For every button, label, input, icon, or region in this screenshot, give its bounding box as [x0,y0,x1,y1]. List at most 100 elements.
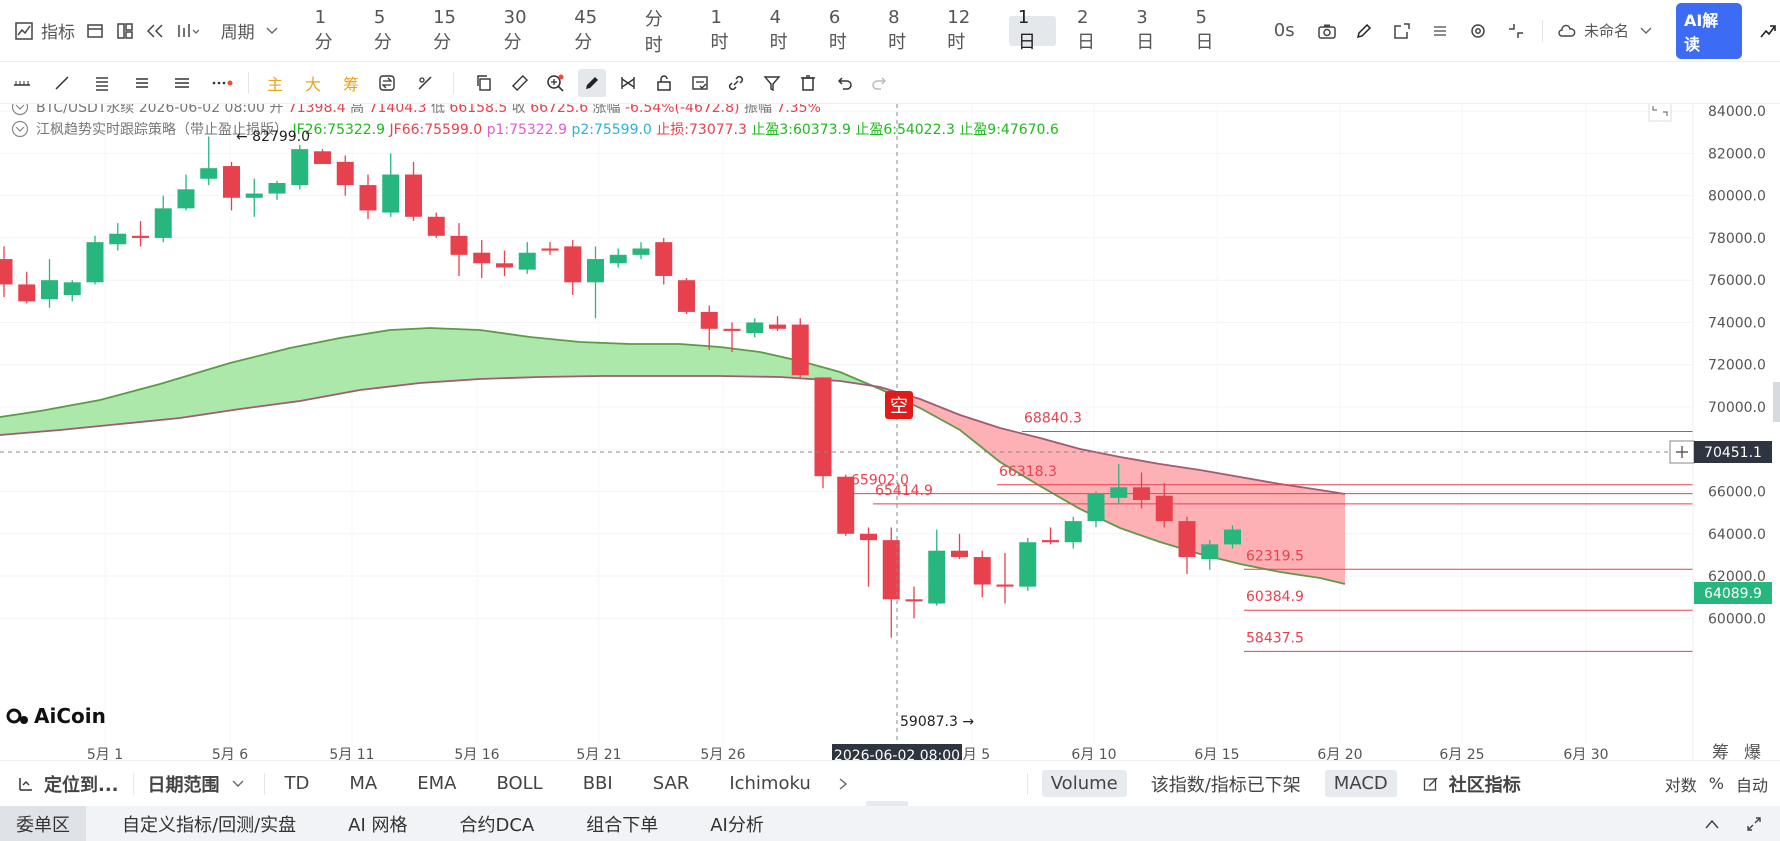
period-option[interactable]: 45分 [574,7,598,53]
chevron-up-icon[interactable] [1700,812,1724,836]
price-axis[interactable]: 84000.0 82000.0 80000.0 78000.0 76000.0 74000… [1708,104,1766,627]
fib-icon[interactable] [90,71,114,95]
measure-icon[interactable] [508,71,532,95]
percent-scale-toggle[interactable]: % [1708,774,1724,793]
price-tick: 80000.0 [1708,189,1766,205]
period-option[interactable]: 6时 [828,7,847,53]
camera-icon[interactable] [1315,19,1339,43]
locate-button[interactable]: 定位到... [0,771,133,797]
zoom-in-icon[interactable] [544,71,568,95]
bottom-tab[interactable]: 组合下单 [586,814,659,836]
candle [518,242,536,274]
period-option[interactable]: 5日 [1195,7,1214,53]
layout-name-dropdown[interactable]: 未命名 [1555,19,1658,43]
indicator-shortcut[interactable]: EMA [417,773,457,794]
hide-drawings-icon[interactable] [688,71,712,95]
share-icon[interactable] [1390,19,1414,43]
auto-scale-toggle[interactable]: 自动 [1735,775,1768,795]
expand-icon[interactable] [1742,812,1766,836]
filter-icon[interactable] [760,71,784,95]
period-option[interactable]: 15分 [433,7,456,53]
bottom-tab[interactable]: AI 网格 [348,814,408,836]
indicator-shortcut[interactable]: TD [284,773,310,794]
more-tools-icon[interactable] [210,71,234,95]
big-order-toggle[interactable]: 大 [305,74,322,94]
signal-icon[interactable] [413,71,437,95]
legend-item: 66725.6 [530,104,592,116]
period-option[interactable]: 4时 [769,7,788,53]
layout-icon[interactable] [113,19,137,43]
pen-icon[interactable] [1352,19,1376,43]
bottom-tab[interactable]: 委单区 [0,806,86,841]
swap-icon[interactable] [375,71,399,95]
magnet-icon[interactable] [616,71,640,95]
legend-item: 收 [512,104,530,116]
chevron-right-icon[interactable] [831,772,855,796]
indicator-shortcut[interactable]: Ichimoku [729,773,811,794]
link-icon[interactable] [724,71,748,95]
draw-mode-icon[interactable] [578,68,607,97]
chip-distribution-toggle[interactable]: 筹 [1712,743,1729,760]
time-axis[interactable]: 5月 1 5月 6 5月 11 5月 16 5月 21 5月 26 6月 5 6月 10 6月 … [87,747,1609,760]
period-dropdown[interactable]: 周期 [221,18,284,43]
collapse-strategy-icon[interactable] [11,120,29,138]
indicator-shortcut[interactable]: SAR [652,773,690,794]
trend-icon[interactable] [1756,19,1780,43]
side-panel-handle[interactable] [1773,382,1780,422]
period-option[interactable]: 8时 [888,7,907,53]
indicator-button[interactable]: 指标 [12,18,75,43]
indicator-shortcut[interactable]: BOLL [496,773,543,794]
liquidation-toggle[interactable]: 爆 [1744,743,1761,760]
community-indicators-button[interactable]: 社区指标 [1405,771,1535,797]
parallel-lines-icon[interactable] [130,71,154,95]
period-option[interactable]: 1分 [314,7,333,53]
legend-item: 开 [269,104,287,116]
candle [405,161,422,222]
date-range-dropdown[interactable]: 日期范围 [134,771,264,797]
macd-tab[interactable]: MACD [1324,770,1397,797]
period-option[interactable]: 1日 [1008,7,1057,53]
undo-icon[interactable] [832,71,856,95]
bottom-tab[interactable]: AI分析 [710,814,764,836]
list-settings-icon[interactable] [1428,19,1452,43]
period-option[interactable]: 30分 [503,7,527,53]
bottom-tab[interactable]: 合约DCA [459,814,535,836]
chip-toggle[interactable]: 筹 [343,74,360,94]
collapse-icon[interactable] [1504,19,1528,43]
ruler-icon[interactable] [10,71,34,95]
template-icon[interactable] [83,19,107,43]
main-chart-toggle[interactable]: 主 [267,74,284,94]
legend-item: 71404.3 [369,104,431,116]
bottom-tab[interactable]: 自定义指标/回测/实盘 [122,814,297,836]
volume-tab[interactable]: Volume [1041,770,1127,797]
lock-icon[interactable] [652,71,676,95]
trash-icon[interactable] [796,71,820,95]
legend-item: JF66:75599.0 [389,122,487,138]
fullscreen-icon[interactable] [1648,104,1672,122]
indicator-shortcut[interactable]: MA [349,773,378,794]
ai-interpret-button[interactable]: AI解读 [1675,2,1743,59]
candle [0,246,13,298]
trendline-icon[interactable] [50,71,74,95]
gear-icon[interactable] [1466,19,1490,43]
period-option[interactable]: 12时 [947,7,971,53]
period-option[interactable]: 分时 [644,8,663,56]
copy-icon[interactable] [472,71,496,95]
chart-type-icon[interactable] [175,19,199,43]
log-scale-toggle[interactable]: 对数 [1664,775,1697,795]
redo-icon[interactable] [868,71,892,95]
period-option[interactable]: 2日 [1077,7,1096,53]
replay-icon[interactable] [143,19,167,43]
jf66-line [0,375,1346,495]
strategy-legend: 江枫趋势实时跟踪策略（带止盈止损版） JF26:75322.9 JF66:755… [36,121,1059,138]
candle [86,235,104,285]
period-option[interactable]: 1时 [710,7,729,53]
candle [609,248,627,268]
period-option[interactable]: 3日 [1136,7,1155,53]
collapse-legend-icon[interactable] [11,104,29,116]
channel-icon[interactable] [170,71,194,95]
indicator-shortcut[interactable]: BBI [582,773,613,794]
period-label: 周期 [220,23,255,43]
period-option[interactable]: 5分 [373,7,392,53]
